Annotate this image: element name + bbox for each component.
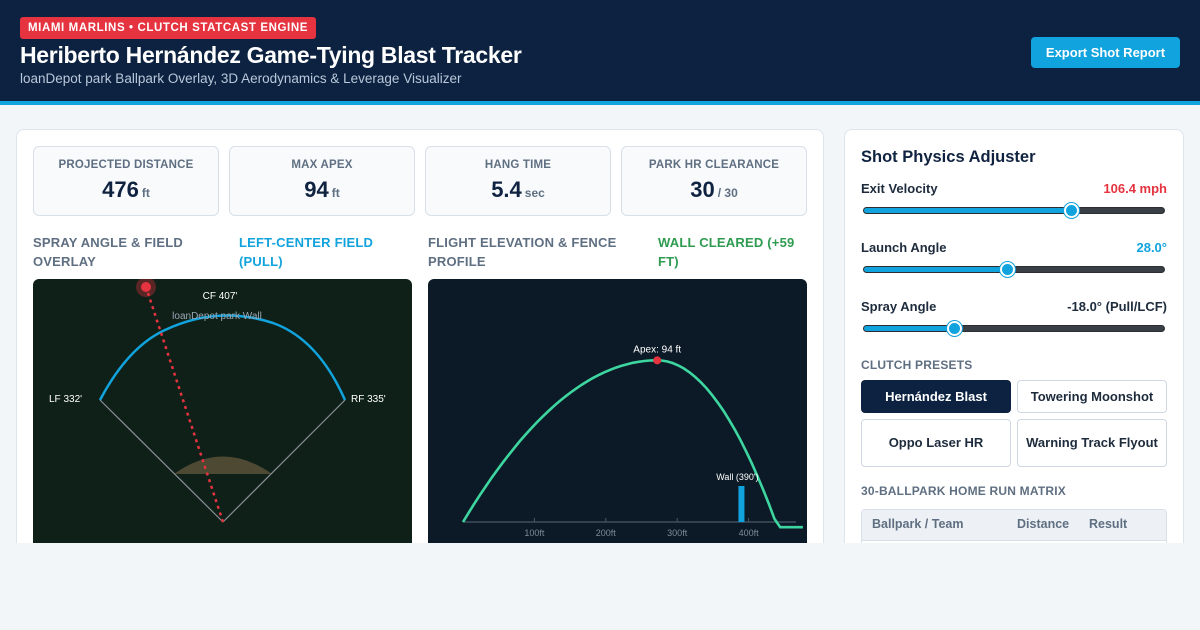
x-tick-label: 100ft [524, 528, 545, 538]
spray-angle-slider[interactable] [863, 321, 1165, 336]
physics-adjuster-panel: Shot Physics Adjuster Exit Velocity 106.… [844, 129, 1184, 589]
stat-card-hang-time: HANG TIME 5.4 sec [425, 146, 611, 216]
column-header-ballpark: Ballpark / Team [872, 517, 964, 531]
x-tick-label: 400ft [739, 528, 760, 538]
hr-matrix-heading: 30-BALLPARK HOME RUN MATRIX [861, 484, 1066, 498]
x-tick-label: 200ft [596, 528, 617, 538]
spray-field-svg: CF 407' loanDepot park Wall LF 332' RF 3… [49, 279, 386, 523]
fence-label: Wall (390') [716, 472, 758, 482]
cf-distance-label: CF 407' [203, 291, 238, 302]
launch-angle-slider[interactable] [863, 262, 1165, 277]
x-tick-label: 300ft [667, 528, 688, 538]
stat-unit: ft [141, 186, 150, 200]
flight-section-title: FLIGHT ELEVATION & FENCE PROFILE [428, 235, 617, 269]
page-title: Heriberto Hernández Game-Tying Blast Tra… [20, 42, 522, 68]
stat-unit: sec [524, 186, 545, 200]
column-header-result: Result [1089, 517, 1128, 531]
slider-thumb[interactable] [1064, 203, 1079, 218]
stat-card-max-apex: MAX APEX 94 ft [229, 146, 415, 216]
stat-unit: / 30 [717, 186, 738, 200]
launch-angle-label: Launch Angle [861, 240, 947, 255]
right-foul-line [222, 399, 346, 523]
outfield-fence-marker [738, 486, 745, 522]
apex-label: Apex: 94 ft [633, 344, 681, 355]
table-header: Ballpark / Team Distance Result [862, 510, 1166, 541]
team-badge: MIAMI MARLINS • CLUTCH STATCAST ENGINE [20, 17, 317, 39]
spray-zone-status: LEFT-CENTER FIELD (PULL) [239, 235, 374, 269]
x-axis-ticks: 100ft 200ft 300ft 400ft [524, 518, 759, 538]
preset-oppo-laser-hr-button[interactable]: Oppo Laser HR [861, 419, 1011, 467]
stat-value: 476 [102, 177, 139, 202]
stat-label: PROJECTED DISTANCE [58, 159, 194, 171]
preset-towering-moonshot-button[interactable]: Towering Moonshot [1017, 380, 1167, 413]
apex-marker [653, 356, 662, 365]
stat-label: HANG TIME [484, 159, 552, 171]
viewport-fold [0, 543, 1200, 630]
page-subtitle: loanDepot park Ballpark Overlay, 3D Aero… [20, 71, 462, 86]
clutch-presets-heading: CLUTCH PRESETS [861, 358, 973, 372]
hr-matrix-table: Ballpark / Team Distance Result [861, 509, 1167, 589]
stat-unit: ft [331, 186, 340, 200]
spray-angle-value: -18.0° (Pull/LCF) [1067, 299, 1167, 314]
stat-label: MAX APEX [291, 159, 353, 171]
column-header-distance: Distance [1017, 517, 1070, 531]
preset-warning-track-flyout-button[interactable]: Warning Track Flyout [1017, 419, 1167, 467]
spray-section-title: SPRAY ANGLE & FIELD OVERLAY [33, 235, 183, 269]
slider-thumb[interactable] [999, 262, 1015, 277]
stat-value: 30 [690, 177, 715, 202]
slider-thumb[interactable] [947, 321, 962, 336]
park-wall-label: loanDepot park Wall [172, 311, 262, 322]
exit-velocity-label: Exit Velocity [861, 181, 938, 196]
ball-flight-path [461, 358, 803, 529]
spray-field-canvas: CF 407' loanDepot park Wall LF 332' RF 3… [33, 279, 412, 569]
stat-label: PARK HR CLEARANCE [648, 159, 780, 171]
rf-distance-label: RF 335' [351, 394, 386, 405]
outfield-wall [98, 314, 347, 401]
spray-angle-label: Spray Angle [861, 299, 937, 314]
landing-spot-marker [141, 282, 151, 292]
exit-velocity-slider[interactable] [863, 203, 1165, 218]
lf-distance-label: LF 332' [49, 394, 82, 405]
exit-velocity-value: 106.4 mph [1103, 181, 1167, 196]
left-foul-line [99, 399, 224, 523]
adjuster-title: Shot Physics Adjuster [861, 148, 1036, 166]
launch-angle-value: 28.0° [1136, 240, 1167, 255]
flight-profile-canvas: 100ft 200ft 300ft 400ft Apex: 94 ft Wall (3… [428, 279, 807, 569]
infield-dirt [174, 456, 272, 474]
wall-cleared-status: WALL CLEARED (+59 FT) [658, 235, 795, 269]
app-header: MIAMI MARLINS • CLUTCH STATCAST ENGINE H… [0, 0, 1200, 105]
stat-value: 5.4 [491, 177, 522, 202]
stat-value: 94 [304, 177, 329, 202]
flight-profile-svg: 100ft 200ft 300ft 400ft Apex: 94 ft Wall (3… [461, 344, 803, 538]
visualizer-panel: PROJECTED DISTANCE 476 ft MAX APEX 94 ft H… [16, 129, 824, 579]
export-shot-report-button[interactable]: Export Shot Report [1031, 37, 1180, 68]
stat-card-park-hr-clearance: PARK HR CLEARANCE 30/ 30 [621, 146, 807, 216]
preset-hernandez-blast-button[interactable]: Hernández Blast [861, 380, 1011, 413]
stat-card-projected-distance: PROJECTED DISTANCE 476 ft [33, 146, 219, 216]
